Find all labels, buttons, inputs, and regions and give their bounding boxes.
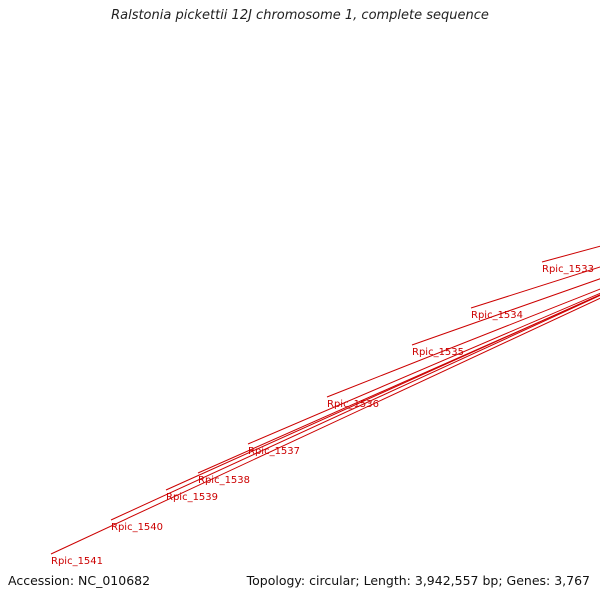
gene-label: Rpic_1535 bbox=[412, 347, 464, 358]
label-leader bbox=[541, 245, 600, 263]
label-leader bbox=[197, 294, 600, 474]
label-leader bbox=[110, 294, 600, 521]
topology-info: Topology: circular; Length: 3,942,557 bp… bbox=[246, 573, 590, 588]
label-leader bbox=[247, 292, 600, 445]
label-leader bbox=[326, 288, 600, 398]
gene-labels: Rpic_1533Rpic_1534Rpic_1535Rpic_1536Rpic… bbox=[50, 245, 600, 567]
gene-label: Rpic_1540 bbox=[111, 522, 163, 533]
label-leader bbox=[50, 297, 600, 555]
gene-label: Rpic_1537 bbox=[248, 446, 300, 457]
accession: Accession: NC_010682 bbox=[8, 573, 151, 588]
gene-label: Rpic_1541 bbox=[51, 556, 103, 567]
gene-label: Rpic_1533 bbox=[542, 264, 594, 275]
label-leader bbox=[411, 278, 600, 346]
gene-label: Rpic_1539 bbox=[166, 492, 218, 503]
gene-label: Rpic_1538 bbox=[198, 475, 250, 486]
map-title: Ralstonia pickettii 12J chromosome 1, co… bbox=[111, 8, 489, 23]
label-leader bbox=[165, 294, 600, 491]
